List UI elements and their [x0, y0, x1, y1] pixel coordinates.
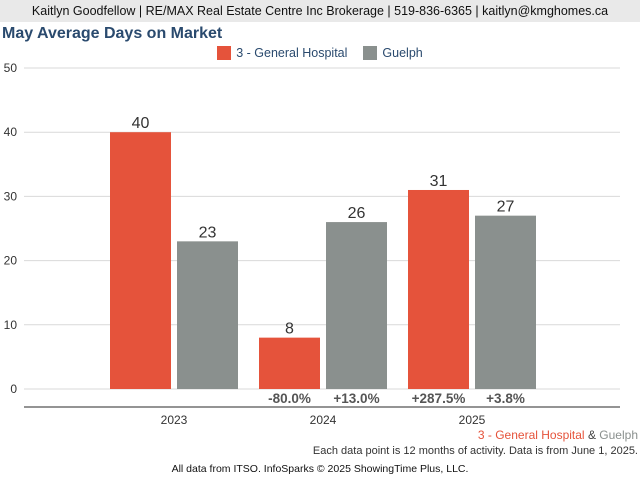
y-tick-label: 10 [4, 318, 18, 332]
change-label-series-b: +3.8% [486, 391, 525, 406]
chart-title: May Average Days on Market [2, 25, 223, 42]
x-tick-label: 2024 [310, 413, 337, 427]
bar-series-b-2023 [177, 241, 238, 389]
change-label-series-a: -80.0% [268, 391, 311, 406]
chart-legend: 3 - General Hospital Guelph [0, 44, 640, 62]
data-label: 27 [497, 199, 515, 216]
data-label: 26 [348, 205, 366, 222]
bar-series-b-2024 [326, 222, 387, 389]
footer-legend-series-a: 3 - General Hospital [477, 428, 585, 442]
legend-label-series-b: Guelph [382, 46, 423, 60]
bar-series-a-2024 [259, 337, 320, 389]
y-tick-label: 30 [4, 189, 18, 203]
legend-swatch-series-a [217, 46, 232, 60]
x-tick-label: 2023 [161, 413, 188, 427]
data-label: 40 [132, 115, 150, 132]
data-credit: All data from ITSO. InfoSparks © 2025 Sh… [171, 463, 469, 475]
x-tick-label: 2025 [459, 413, 486, 427]
bar-series-a-2025 [408, 189, 469, 389]
bar-series-a-2023 [110, 132, 171, 389]
change-label-series-a: +287.5% [412, 391, 466, 406]
footer-legend: 3 - General Hospital & Guelph [478, 428, 638, 442]
legend-item-series-a[interactable]: 3 - General Hospital [217, 46, 347, 60]
data-note: Each data point is 12 months of activity… [312, 445, 638, 457]
y-tick-label: 40 [4, 125, 18, 139]
legend-label-series-a: 3 - General Hospital [236, 46, 348, 60]
y-tick-label: 50 [4, 61, 18, 75]
y-tick-label: 0 [10, 382, 17, 396]
contact-header: Kaitlyn Goodfellow | RE/MAX Real Estate … [0, 0, 640, 22]
footer-legend-amp: & [587, 428, 596, 442]
change-label-series-b: +13.0% [333, 391, 379, 406]
data-label: 23 [199, 224, 217, 241]
legend-swatch-series-b [363, 46, 378, 60]
footer-legend-series-b: Guelph [599, 428, 638, 442]
y-tick-label: 20 [4, 254, 18, 268]
bar-series-b-2025 [475, 215, 536, 389]
legend-item-series-b[interactable]: Guelph [363, 46, 423, 60]
contact-text: Kaitlyn Goodfellow | RE/MAX Real Estate … [31, 4, 609, 18]
data-label: 31 [430, 173, 448, 190]
data-label: 8 [285, 321, 294, 338]
